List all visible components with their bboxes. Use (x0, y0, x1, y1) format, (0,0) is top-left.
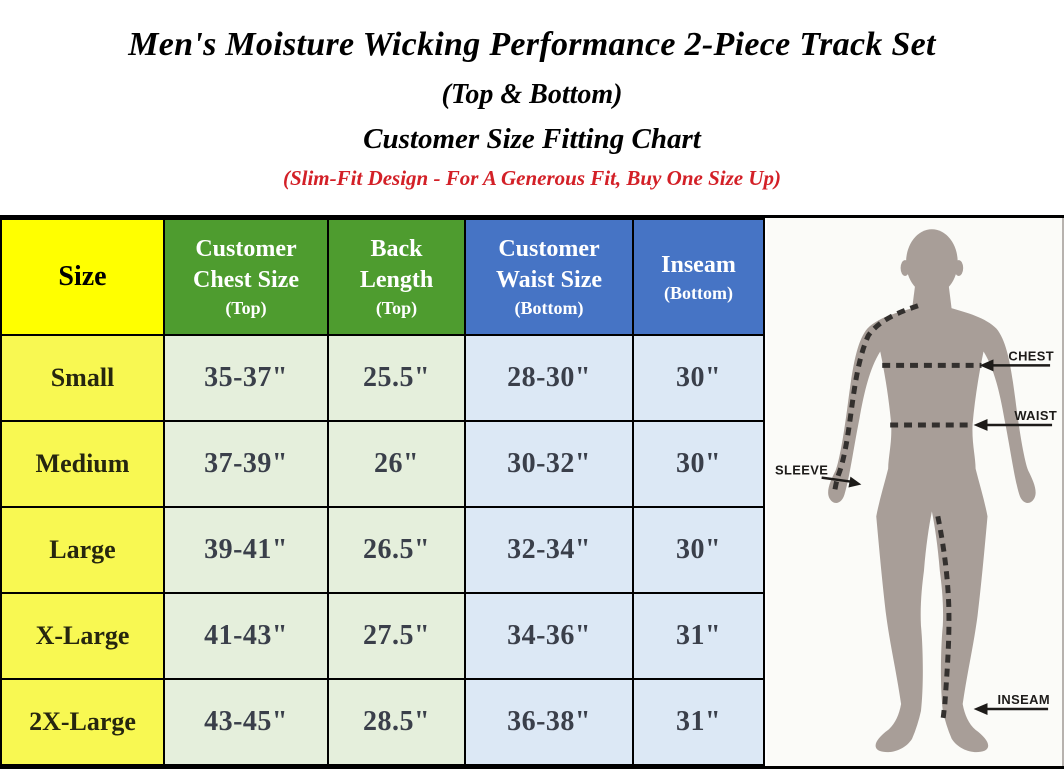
waist-arrow-icon (973, 418, 988, 431)
header-cell-inseam: Inseam (Bottom) (632, 218, 765, 336)
header-sublabel: (Top) (375, 298, 418, 318)
cell-back-length: 27.5" (327, 592, 466, 680)
header-label: Waist Size (496, 267, 602, 293)
table-row-large: Large 39-41" 26.5" 32-34" 30" (0, 506, 765, 594)
row-label: X-Large (0, 592, 165, 680)
slim-fit-note: (Slim-Fit Design - For A Generous Fit, B… (282, 166, 782, 190)
sleeve-arrow-icon (848, 476, 862, 488)
waist-annotation: WAIST (973, 408, 1057, 431)
row-label: Small (0, 334, 165, 422)
cell-waist: 34-36" (464, 592, 634, 680)
header-label: Customer (498, 236, 600, 262)
header-cell-size: Size (0, 218, 165, 336)
cell-inseam: 31" (632, 592, 765, 680)
man-silhouette (828, 229, 1036, 753)
sleeve-arrow-line (821, 476, 851, 483)
cell-chest: 41-43" (163, 592, 329, 680)
table-row-small: Small 35-37" 25.5" 28-30" 30" (0, 334, 765, 422)
chest-annotation: CHEST (979, 348, 1054, 372)
waist-label: WAIST (1014, 408, 1057, 423)
table-row-medium: Medium 37-39" 26" 30-32" 30" (0, 420, 765, 508)
sleeve-annotation: SLEEVE (775, 463, 862, 488)
inseam-annotation: INSEAM (973, 692, 1050, 715)
size-fitting-table: Size Customer Chest Size (Top) Back Leng… (0, 218, 765, 766)
cell-waist: 36-38" (464, 678, 634, 766)
cell-inseam: 30" (632, 334, 765, 422)
header-cell-chest: Customer Chest Size (Top) (163, 218, 329, 336)
cell-back-length: 25.5" (327, 334, 466, 422)
sleeve-measure-line (832, 303, 919, 492)
body-measurement-diagram: CHEST WAIST SLEEVE INSEAM (767, 218, 1064, 766)
header-label: Customer (195, 236, 297, 262)
inseam-arrow-icon (973, 703, 988, 715)
title-block: Men's Moisture Wicking Performance 2-Pie… (0, 0, 1064, 215)
cell-back-length: 26" (327, 420, 466, 508)
cell-back-length: 26.5" (327, 506, 466, 594)
chest-arrow-icon (979, 359, 994, 372)
cell-inseam: 30" (632, 420, 765, 508)
inseam-measure-line (935, 515, 952, 721)
cell-inseam: 31" (632, 678, 765, 766)
header-label: Inseam (661, 251, 736, 278)
cell-waist: 32-34" (464, 506, 634, 594)
row-label: Large (0, 506, 165, 594)
man-silhouette-figure: CHEST WAIST SLEEVE INSEAM (775, 229, 1057, 753)
cell-waist: 28-30" (464, 334, 634, 422)
header-label: Size (58, 261, 107, 292)
header-cell-waist: Customer Waist Size (Bottom) (464, 218, 634, 336)
cell-chest: 35-37" (163, 334, 329, 422)
page-subtitle-fitting-chart: Customer Size Fitting Chart (363, 123, 701, 155)
header-sublabel: (Top) (225, 298, 267, 318)
sleeve-label: SLEEVE (775, 463, 828, 478)
chest-label: CHEST (1008, 348, 1054, 363)
page-subtitle-top-bottom: (Top & Bottom) (441, 79, 623, 110)
cell-chest: 39-41" (163, 506, 329, 594)
table-row-x-large: X-Large 41-43" 27.5" 34-36" 31" (0, 592, 765, 680)
header-cell-back-length: Back Length (Top) (327, 218, 466, 336)
cell-inseam: 30" (632, 506, 765, 594)
cell-back-length: 28.5" (327, 678, 466, 766)
content-area: Size Customer Chest Size (Top) Back Leng… (0, 215, 1064, 769)
header-sublabel: (Bottom) (664, 282, 733, 303)
header-sublabel: (Bottom) (514, 298, 584, 318)
cell-chest: 43-45" (163, 678, 329, 766)
header-label: Length (359, 267, 434, 293)
header-label: Chest Size (193, 267, 299, 293)
cell-waist: 30-32" (464, 420, 634, 508)
row-label: Medium (0, 420, 165, 508)
page-title: Men's Moisture Wicking Performance 2-Pie… (128, 26, 936, 63)
table-row-2x-large: 2X-Large 43-45" 28.5" 36-38" 31" (0, 678, 765, 766)
table-header-row: Size Customer Chest Size (Top) Back Leng… (0, 218, 765, 336)
row-label: 2X-Large (0, 678, 165, 766)
header-label: Back (370, 236, 423, 262)
cell-chest: 37-39" (163, 420, 329, 508)
inseam-label: INSEAM (997, 692, 1050, 707)
